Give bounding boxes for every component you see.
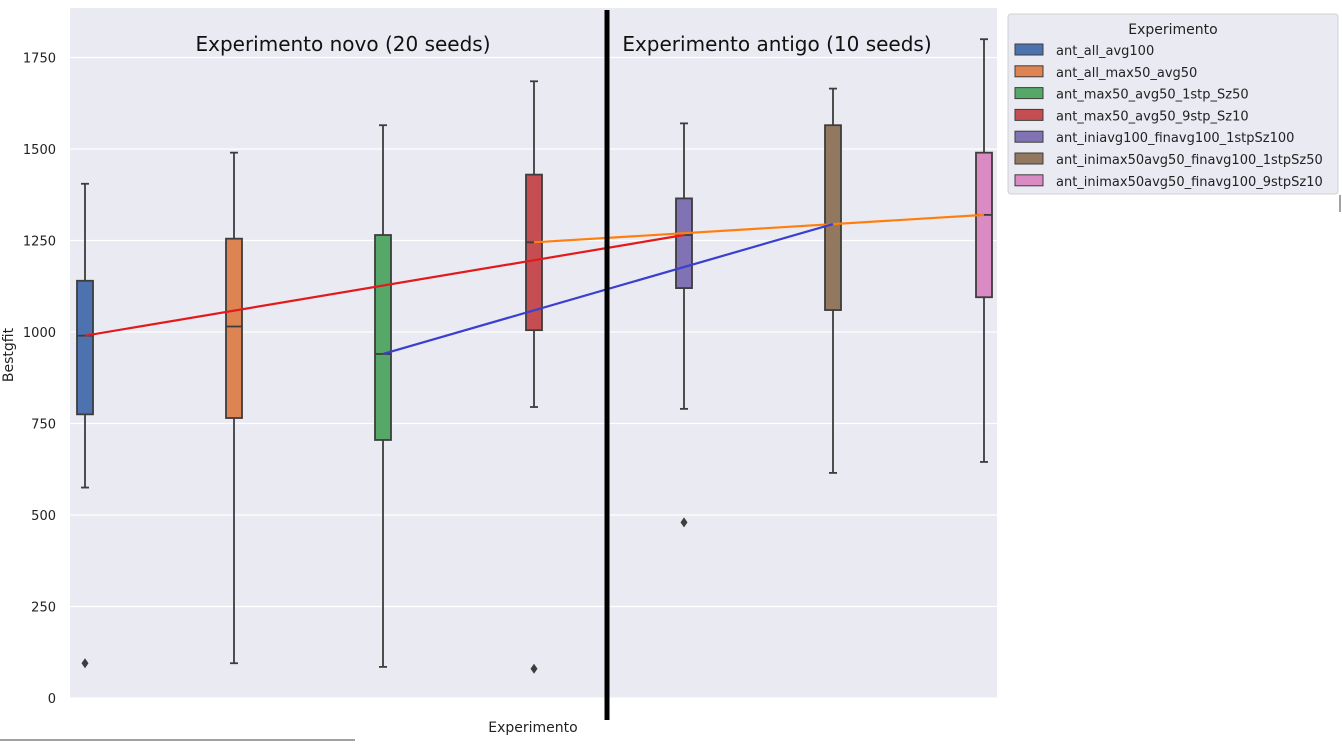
y-tick-1000: 1000 [23, 326, 56, 341]
legend-label: ant_inimax50avg50_finavg100_9stpSz10 [1056, 175, 1323, 190]
legend-item-3: ant_max50_avg50_9stp_Sz10 [1014, 108, 1249, 124]
legend-label: ant_all_avg100 [1056, 44, 1154, 59]
legend-title: Experimento [1128, 22, 1217, 38]
legend: Experimento ant_all_avg100 ant_all_max50_… [1007, 13, 1339, 195]
outlier-0 [530, 663, 538, 674]
box-iqr [675, 197, 693, 289]
legend-label: ant_max50_avg50_9stp_Sz10 [1056, 109, 1249, 124]
box-iqr [225, 237, 243, 419]
legend-item-0: ant_all_avg100 [1014, 43, 1154, 59]
annotation-new-experiment: Experimento novo (20 seeds) [195, 32, 490, 56]
legend-label: ant_iniavg100_finavg100_1stpSz100 [1056, 131, 1294, 146]
box-ant_max50_avg50_9stp_Sz10 [525, 80, 543, 674]
legend-swatch [1014, 174, 1044, 187]
y-tick-labels: 0 250 500 750 1000 1250 1500 1750 [23, 52, 56, 708]
box-iqr [374, 234, 392, 441]
y-tick-1250: 1250 [23, 235, 56, 250]
y-tick-0: 0 [48, 692, 56, 707]
y-tick-1500: 1500 [23, 143, 56, 158]
legend-swatch [1014, 87, 1044, 100]
legend-item-5: ant_inimax50avg50_finavg100_1stpSz50 [1014, 152, 1323, 168]
legend-item-4: ant_iniavg100_finavg100_1stpSz100 [1014, 130, 1294, 146]
box-ant_inimax50avg50_finavg100_1stpSz50 [824, 87, 842, 474]
outlier-0 [81, 658, 89, 669]
legend-item-2: ant_max50_avg50_1stp_Sz50 [1014, 87, 1249, 103]
box-ant_inimax50avg50_finavg100_9stpSz10 [975, 38, 993, 463]
x-axis-label: Experimento [488, 720, 577, 736]
box-iqr [525, 173, 543, 332]
legend-label: ant_all_max50_avg50 [1056, 66, 1197, 81]
legend-frame [1007, 13, 1339, 195]
y-tick-750: 750 [31, 418, 56, 433]
legend-label: ant_max50_avg50_1stp_Sz50 [1056, 88, 1249, 103]
annotation-old-experiment: Experimento antigo (10 seeds) [622, 32, 931, 56]
box-layer [76, 38, 993, 674]
legend-label: ant_inimax50avg50_finavg100_1stpSz50 [1056, 153, 1323, 168]
outlier-0 [680, 517, 688, 528]
box-iqr [975, 151, 993, 299]
y-tick-500: 500 [31, 509, 56, 524]
y-axis-label: Bestgfit [1, 327, 17, 382]
legend-item-1: ant_all_max50_avg50 [1014, 65, 1197, 81]
legend-swatch [1014, 152, 1044, 165]
box-iqr [824, 124, 842, 311]
trend-line-0 [84, 233, 685, 337]
legend-swatch [1014, 65, 1044, 78]
legend-item-6: ant_inimax50avg50_finavg100_9stpSz10 [1014, 174, 1323, 190]
box-ant_all_max50_avg50 [225, 151, 243, 665]
box-ant_all_avg100 [76, 182, 94, 669]
legend-swatch [1014, 130, 1044, 143]
legend-swatch [1014, 43, 1044, 56]
y-tick-1750: 1750 [23, 52, 56, 67]
legend-items: ant_all_avg100 ant_all_max50_avg50 ant_max… [1014, 43, 1323, 190]
y-tick-250: 250 [31, 601, 56, 616]
legend-swatch [1014, 108, 1044, 121]
box-iqr [76, 279, 94, 416]
